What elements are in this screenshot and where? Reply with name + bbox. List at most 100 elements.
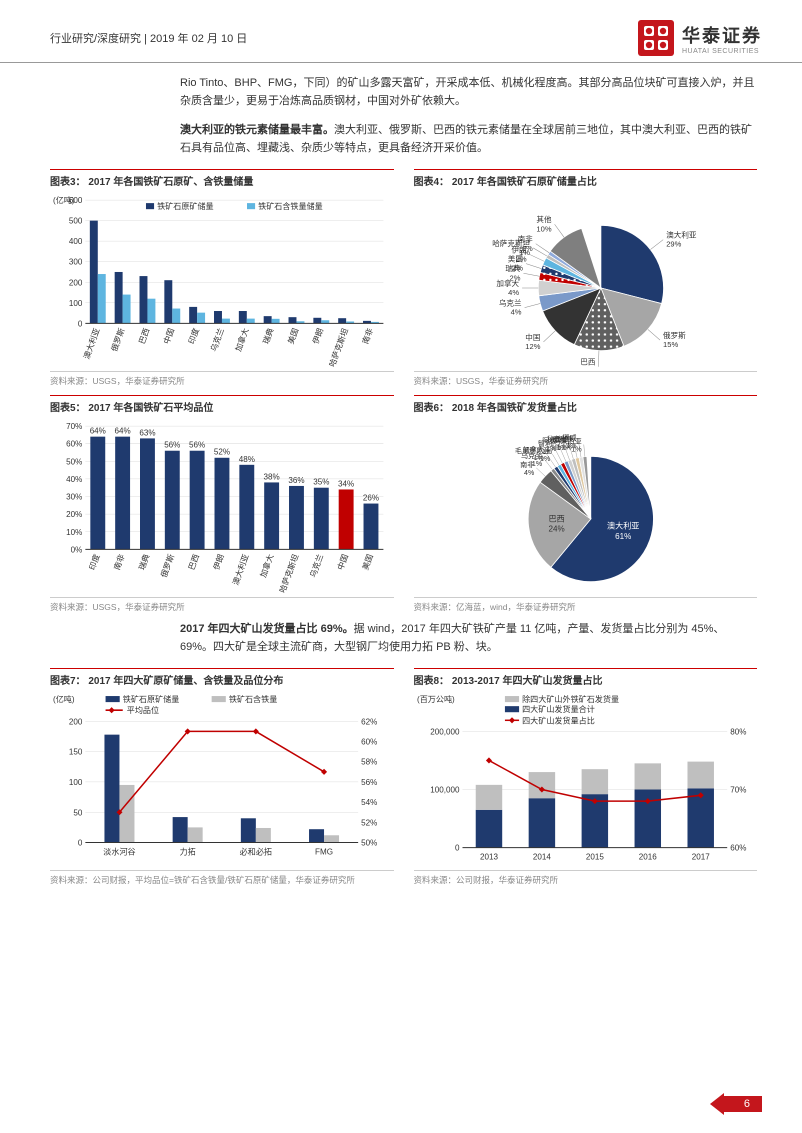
- svg-text:36%: 36%: [288, 476, 304, 485]
- svg-text:60%: 60%: [66, 440, 82, 449]
- svg-text:中国: 中国: [525, 332, 540, 342]
- svg-text:2015: 2015: [585, 853, 603, 862]
- huatai-logo-icon: [638, 20, 674, 56]
- chart-4: 图表4： 2017 年各国铁矿石原矿储量占比 澳大利亚29%俄罗斯15%巴西13…: [414, 169, 758, 387]
- svg-text:FMG: FMG: [315, 848, 333, 857]
- svg-text:加拿大: 加拿大: [233, 327, 251, 353]
- page-footer: 6: [710, 1093, 762, 1115]
- svg-text:13%: 13%: [580, 367, 595, 369]
- svg-text:力拓: 力拓: [180, 847, 196, 857]
- svg-text:南非: 南非: [517, 234, 533, 244]
- svg-text:12%: 12%: [525, 342, 540, 351]
- svg-text:2%: 2%: [511, 264, 522, 273]
- header-left: 行业研究/深度研究 | 2019 年 02 月 10 日: [50, 30, 247, 46]
- svg-text:伊朗: 伊朗: [211, 553, 226, 572]
- svg-text:15%: 15%: [663, 341, 678, 350]
- svg-text:巴西: 巴西: [137, 327, 151, 345]
- chart-6-svg: 澳大利亚61%巴西24%南非4%乌克兰1%加拿大1%毛里塔尼亚1%智利1%阿曼1…: [414, 418, 758, 595]
- svg-text:2016: 2016: [638, 853, 656, 862]
- svg-text:50: 50: [73, 808, 82, 817]
- svg-text:4%: 4%: [524, 470, 535, 477]
- svg-text:澳大利亚: 澳大利亚: [230, 553, 250, 587]
- chart-3: 图表3： 2017 年各国铁矿石原矿、含铁量储量 (亿吨)01002003004…: [50, 169, 394, 387]
- chart-6: 图表6： 2018 年各国铁矿发货量占比 澳大利亚61%巴西24%南非4%乌克兰…: [414, 395, 758, 613]
- svg-text:瑞典: 瑞典: [261, 327, 276, 346]
- svg-text:600: 600: [69, 196, 83, 205]
- svg-text:2017: 2017: [691, 853, 709, 862]
- svg-text:2014: 2014: [532, 853, 550, 862]
- svg-text:54%: 54%: [361, 798, 377, 807]
- svg-text:四大矿山发货量合计: 四大矿山发货量合计: [522, 704, 595, 714]
- svg-text:30%: 30%: [66, 493, 82, 502]
- svg-text:0: 0: [78, 839, 83, 848]
- svg-text:铁矿石原矿储量: 铁矿石原矿储量: [123, 694, 180, 704]
- svg-text:平均品位: 平均品位: [127, 705, 159, 715]
- svg-text:印度: 印度: [87, 553, 102, 572]
- svg-text:60%: 60%: [361, 738, 377, 747]
- svg-text:除四大矿山外铁矿石发货量: 除四大矿山外铁矿石发货量: [522, 694, 619, 704]
- svg-text:美国: 美国: [360, 553, 375, 572]
- svg-text:34%: 34%: [338, 480, 354, 489]
- svg-text:(亿吨): (亿吨): [53, 694, 75, 704]
- para-1: Rio Tinto、BHP、FMG，下同）的矿山多露天富矿，开采成本低、机械化程…: [180, 75, 757, 110]
- svg-text:南非: 南非: [360, 327, 375, 346]
- svg-text:加拿大: 加拿大: [258, 553, 276, 579]
- svg-text:35%: 35%: [313, 478, 329, 487]
- para-2: 澳大利亚的铁元素储量最丰富。澳大利亚、俄罗斯、巴西的铁元素储量在全球居前三地位，…: [180, 122, 757, 157]
- svg-text:0: 0: [454, 844, 459, 853]
- svg-text:乌克兰: 乌克兰: [208, 327, 226, 353]
- chart-5-svg: 0%10%20%30%40%50%60%70%64%印度64%南非63%瑞典56…: [50, 418, 394, 595]
- svg-text:64%: 64%: [115, 427, 131, 436]
- svg-text:南非: 南非: [112, 553, 127, 572]
- svg-text:0: 0: [78, 320, 83, 329]
- svg-text:56%: 56%: [361, 778, 377, 787]
- svg-text:必和必拓: 必和必拓: [240, 847, 272, 857]
- svg-text:巴西: 巴西: [187, 553, 201, 571]
- svg-text:300: 300: [69, 258, 83, 267]
- chart-8-svg: (百万公吨)除四大矿山外铁矿石发货量四大矿山发货量合计四大矿山发货量占比0100…: [414, 691, 758, 868]
- chart-8: 图表8： 2013-2017 年四大矿山发货量占比 (百万公吨)除四大矿山外铁矿…: [414, 668, 758, 886]
- svg-text:乌克兰: 乌克兰: [308, 553, 326, 579]
- svg-text:26%: 26%: [363, 494, 379, 503]
- chart-7: 图表7： 2017 年四大矿原矿储量、含铁量及品位分布 (亿吨)铁矿石原矿储量铁…: [50, 668, 394, 886]
- svg-text:澳大利亚: 澳大利亚: [666, 230, 697, 240]
- svg-text:24%: 24%: [548, 525, 564, 534]
- svg-text:铁矿石原矿储量: 铁矿石原矿储量: [157, 202, 214, 212]
- svg-text:52%: 52%: [361, 819, 377, 828]
- svg-text:70%: 70%: [730, 786, 746, 795]
- svg-text:马来西亚: 马来西亚: [553, 438, 581, 446]
- svg-text:20%: 20%: [66, 510, 82, 519]
- svg-text:48%: 48%: [239, 455, 255, 464]
- brand-cn: 华泰证券: [682, 22, 762, 48]
- svg-text:70%: 70%: [66, 422, 82, 431]
- header: 行业研究/深度研究 | 2019 年 02 月 10 日 华泰证券 HUATAI…: [0, 0, 802, 63]
- page-number: 6: [724, 1096, 762, 1112]
- svg-text:澳大利亚: 澳大利亚: [81, 327, 101, 361]
- svg-text:中国: 中国: [161, 327, 176, 346]
- svg-text:中国: 中国: [335, 553, 350, 572]
- svg-text:58%: 58%: [361, 758, 377, 767]
- svg-text:64%: 64%: [90, 427, 106, 436]
- svg-text:俄罗斯: 俄罗斯: [663, 330, 686, 340]
- svg-text:10%: 10%: [536, 225, 551, 234]
- svg-text:巴西: 巴西: [580, 358, 596, 367]
- svg-text:38%: 38%: [264, 473, 280, 482]
- svg-text:200: 200: [69, 279, 83, 288]
- svg-text:4%: 4%: [508, 288, 519, 297]
- chart-5: 图表5： 2017 年各国铁矿石平均品位 0%10%20%30%40%50%60…: [50, 395, 394, 613]
- svg-text:50%: 50%: [66, 457, 82, 466]
- para-3: 2017 年四大矿山发货量占比 69%。据 wind，2017 年四大矿铁矿产量…: [180, 621, 757, 656]
- svg-text:56%: 56%: [164, 441, 180, 450]
- svg-text:乌克兰: 乌克兰: [498, 298, 521, 308]
- svg-text:61%: 61%: [615, 532, 631, 541]
- svg-text:40%: 40%: [66, 475, 82, 484]
- svg-text:100,000: 100,000: [430, 786, 460, 795]
- svg-text:俄罗斯: 俄罗斯: [109, 327, 127, 353]
- svg-text:80%: 80%: [730, 728, 746, 737]
- chart-7-svg: (亿吨)铁矿石原矿储量铁矿石含铁量平均品位05010015020050%52%5…: [50, 691, 394, 868]
- svg-text:500: 500: [69, 217, 83, 226]
- svg-text:4%: 4%: [510, 308, 521, 317]
- svg-text:(百万公吨): (百万公吨): [417, 694, 455, 704]
- chart-row-2: 图表5： 2017 年各国铁矿石平均品位 0%10%20%30%40%50%60…: [50, 395, 757, 613]
- svg-text:其他: 其他: [536, 215, 552, 225]
